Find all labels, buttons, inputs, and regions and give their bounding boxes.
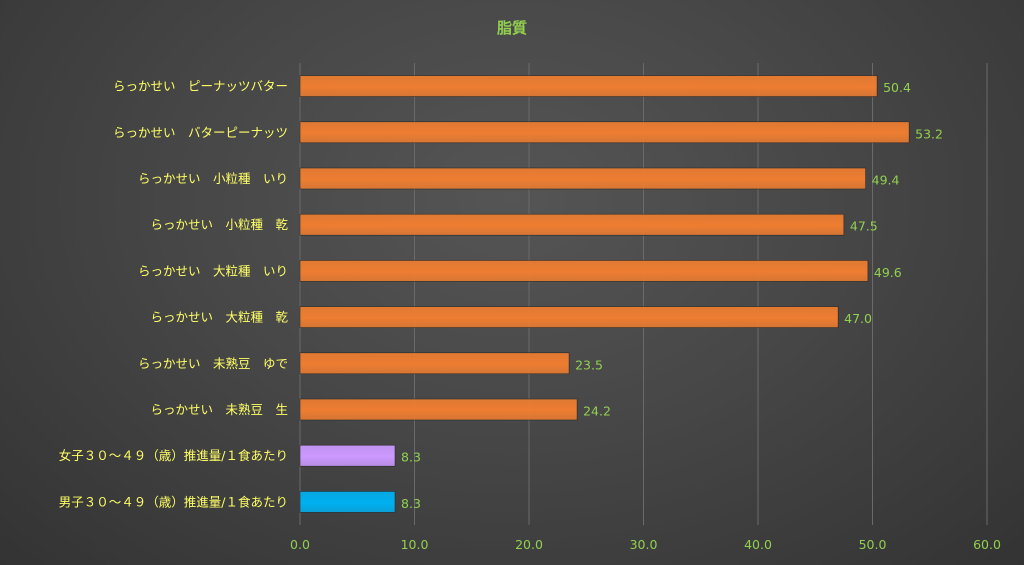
data-label: 49.6: [874, 265, 902, 280]
data-label: 47.5: [850, 219, 878, 234]
bar: [299, 306, 839, 328]
x-tick-label: 60.0: [973, 537, 1001, 552]
category-label: らっかせい 小粒種 いり: [138, 171, 288, 186]
bar: [299, 491, 396, 513]
value-labels: 50.4 53.2 49.4 47.5 49.6 47.0 23.5 24.2 8.3 8.3: [401, 80, 943, 511]
category-label: らっかせい バターピーナッツ: [113, 125, 288, 140]
category-label: らっかせい 大粒種 乾: [150, 310, 288, 325]
bar: [299, 121, 910, 144]
data-label: 24.2: [583, 404, 611, 419]
bar: [299, 75, 878, 97]
data-label: 8.3: [401, 450, 421, 465]
category-label: らっかせい 小粒種 乾: [150, 217, 288, 232]
category-label: 男子３０〜４９（歳）推進量/１食あたり: [59, 494, 288, 509]
bar: [299, 444, 396, 467]
bars: [299, 75, 910, 513]
x-tick-label: 40.0: [744, 537, 772, 552]
data-label: 49.4: [872, 173, 900, 188]
bar: [299, 260, 869, 282]
x-tick-labels: 0.0 10.0 20.0 30.0 40.0 50.0 60.0: [290, 537, 1001, 552]
category-label: らっかせい ピーナッツバター: [113, 79, 288, 94]
bar: [299, 213, 845, 236]
x-tick-label: 20.0: [515, 537, 543, 552]
data-label: 8.3: [401, 496, 421, 511]
data-label: 23.5: [575, 357, 603, 372]
chart-title: 脂質: [497, 19, 527, 37]
x-tick-label: 30.0: [630, 537, 658, 552]
x-tick-label: 0.0: [290, 537, 310, 552]
category-label: らっかせい 未熟豆 生: [150, 402, 288, 417]
bar: [299, 398, 578, 421]
x-tick-label: 10.0: [401, 537, 429, 552]
data-label: 50.4: [883, 80, 911, 95]
data-label: 53.2: [915, 126, 943, 141]
bar: [299, 352, 570, 375]
data-label: 47.0: [844, 311, 872, 326]
category-label: らっかせい 大粒種 いり: [138, 263, 288, 278]
x-tick-label: 50.0: [859, 537, 887, 552]
category-label: らっかせい 未熟豆 ゆで: [138, 356, 288, 371]
category-label: 女子３０〜４９（歳）推進量/１食あたり: [59, 448, 288, 463]
bar: [299, 167, 866, 190]
